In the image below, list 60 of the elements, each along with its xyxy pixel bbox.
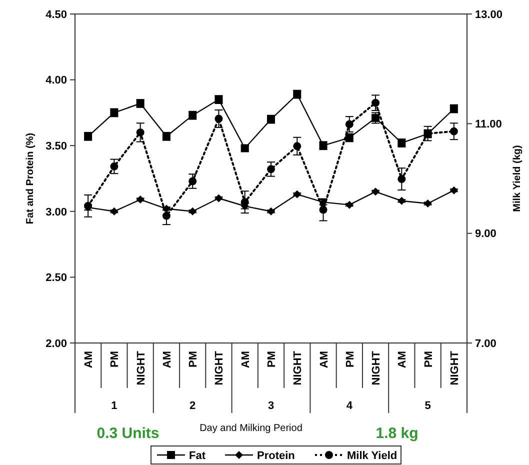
y-tick-label: 2.50: [46, 272, 67, 284]
point: [319, 206, 328, 214]
y-tick-label: 4.00: [46, 74, 67, 87]
y2-tick-label: 13.00: [475, 8, 503, 21]
x-tick-label: PM: [266, 351, 278, 368]
x-tick-label: AM: [318, 351, 330, 368]
text: 1.8 kg: [376, 425, 418, 442]
point: [188, 177, 197, 186]
point: [136, 128, 144, 136]
point: [345, 200, 354, 209]
x-tick-label: PM: [188, 351, 200, 368]
point: [136, 196, 144, 204]
x-axis-title: Day and Milking Period: [200, 423, 302, 434]
point: [267, 165, 275, 174]
y-tick-label: 2.00: [46, 338, 67, 350]
text: 0.3 Units: [96, 425, 160, 442]
x-tick-label: AM: [240, 351, 252, 368]
x-tick-label: NIGHT: [370, 350, 383, 386]
x-tick-label: AM: [83, 351, 96, 368]
point: [214, 114, 223, 123]
text: 3: [268, 400, 274, 412]
legend-label: Fat: [189, 450, 206, 462]
point: [398, 175, 406, 184]
point: [450, 186, 458, 194]
point: [345, 120, 354, 128]
point: [110, 162, 118, 170]
x-tick-label: PM: [422, 351, 435, 368]
x-tick-label: NIGHT: [135, 350, 148, 386]
y2-tick-label: 9.00: [475, 228, 496, 240]
text: 2: [190, 400, 196, 412]
point: [424, 200, 432, 208]
point: [293, 142, 302, 150]
point: [188, 207, 197, 216]
point: [372, 188, 380, 196]
y-tick-label: 4.50: [46, 8, 67, 21]
x-tick-label: NIGHT: [292, 350, 304, 386]
x-tick-label: AM: [396, 351, 409, 368]
y2-tick-label: 7.00: [475, 338, 496, 350]
text: 5: [424, 400, 431, 412]
y-tick-label: 3.00: [46, 206, 67, 218]
point: [267, 207, 275, 216]
y2-axis-title: Milk Yield (kg): [512, 145, 523, 212]
x-tick-label: PM: [109, 351, 122, 368]
y2-tick-label: 11.00: [475, 118, 502, 131]
legend-label: Milk Yield: [347, 450, 398, 462]
legend-label: Protein: [257, 450, 296, 462]
x-tick-label: PM: [344, 351, 356, 368]
x-tick-label: NIGHT: [448, 350, 461, 386]
point: [110, 207, 118, 216]
point: [372, 98, 380, 107]
text: 4: [346, 400, 354, 412]
text: 1: [111, 400, 118, 412]
x-tick-label: AM: [161, 351, 174, 368]
point: [293, 190, 302, 198]
point: [398, 196, 406, 205]
y-tick-label: 3.50: [46, 140, 67, 152]
point: [450, 127, 458, 136]
y-axis-title: Fat and Protein (%): [25, 132, 36, 224]
point: [214, 194, 223, 202]
x-tick-label: NIGHT: [214, 350, 226, 386]
